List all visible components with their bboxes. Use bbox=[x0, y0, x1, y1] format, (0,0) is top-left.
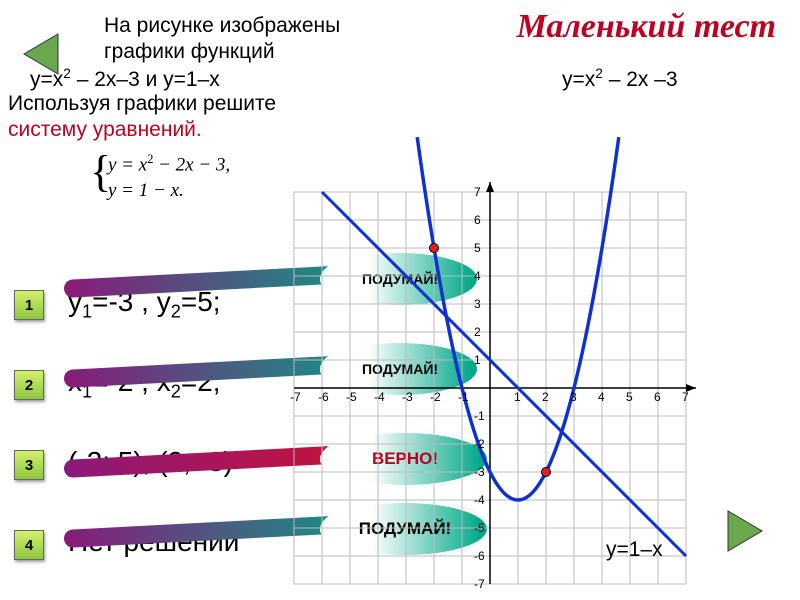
x-tick--7: -7 bbox=[290, 390, 301, 404]
x-tick-7: 7 bbox=[682, 390, 689, 404]
y-tick--4: -4 bbox=[474, 493, 485, 507]
x-tick--4: -4 bbox=[374, 390, 385, 404]
y-tick-6: 6 bbox=[474, 213, 481, 227]
y-tick--6: -6 bbox=[474, 549, 485, 563]
y-tick-1: 1 bbox=[474, 353, 481, 367]
x-tick--5: -5 bbox=[346, 390, 357, 404]
intersection-point-2 bbox=[541, 467, 551, 477]
y-tick--1: -1 bbox=[474, 409, 485, 423]
parabola-label: у=х2 – 2х –3 bbox=[562, 66, 678, 92]
y-tick-3: 3 bbox=[474, 297, 481, 311]
x-tick-4: 4 bbox=[598, 390, 605, 404]
x-tick--6: -6 bbox=[318, 390, 329, 404]
x-tick--2: -2 bbox=[430, 390, 441, 404]
x-tick-6: 6 bbox=[654, 390, 661, 404]
intersection-point-1 bbox=[429, 243, 439, 253]
graph bbox=[0, 0, 800, 600]
y-tick--2: -2 bbox=[474, 437, 485, 451]
x-tick-2: 2 bbox=[542, 390, 549, 404]
y-tick-4: 4 bbox=[474, 269, 481, 283]
y-tick--7: -7 bbox=[474, 577, 485, 591]
y-tick-2: 2 bbox=[474, 325, 481, 339]
y-tick-5: 5 bbox=[474, 241, 481, 255]
y-tick--5: -5 bbox=[474, 521, 485, 535]
y-tick--3: -3 bbox=[474, 465, 485, 479]
x-tick-5: 5 bbox=[626, 390, 633, 404]
x-tick--3: -3 bbox=[402, 390, 413, 404]
x-tick--1: -1 bbox=[458, 390, 469, 404]
y-tick-7: 7 bbox=[474, 185, 481, 199]
x-tick-3: 3 bbox=[570, 390, 577, 404]
line-label: у=1–х bbox=[606, 538, 663, 562]
x-tick-1: 1 bbox=[514, 390, 521, 404]
